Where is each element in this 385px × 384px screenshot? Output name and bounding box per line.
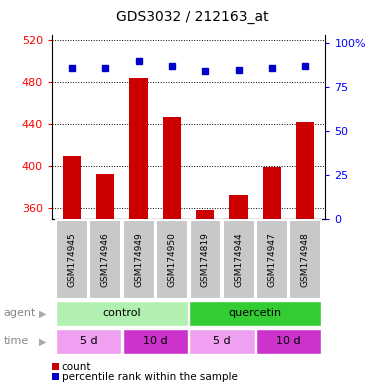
Text: 10 d: 10 d — [143, 336, 167, 346]
Text: 10 d: 10 d — [276, 336, 301, 346]
Text: 5 d: 5 d — [80, 336, 97, 346]
Bar — [229, 195, 248, 219]
Bar — [89, 220, 121, 299]
Text: GSM174819: GSM174819 — [201, 232, 210, 286]
Text: count: count — [62, 362, 91, 372]
Text: ▶: ▶ — [38, 308, 46, 318]
Bar — [256, 329, 321, 354]
Bar — [123, 220, 155, 299]
Bar — [289, 220, 321, 299]
Bar — [223, 220, 254, 299]
Bar — [196, 210, 214, 219]
Bar — [63, 156, 81, 219]
Bar — [263, 167, 281, 219]
Text: 5 d: 5 d — [213, 336, 231, 346]
Text: GSM174949: GSM174949 — [134, 232, 143, 286]
Bar — [56, 329, 121, 354]
Bar — [189, 301, 321, 326]
Text: GSM174944: GSM174944 — [234, 232, 243, 286]
Text: ▶: ▶ — [38, 336, 46, 346]
Text: percentile rank within the sample: percentile rank within the sample — [62, 372, 238, 382]
Bar — [296, 122, 315, 219]
Bar — [96, 174, 114, 219]
Bar — [56, 301, 188, 326]
Bar — [163, 117, 181, 219]
Text: GSM174947: GSM174947 — [268, 232, 276, 286]
Text: control: control — [103, 308, 141, 318]
Text: time: time — [4, 336, 29, 346]
Text: GSM174945: GSM174945 — [67, 232, 77, 286]
Text: GSM174950: GSM174950 — [167, 232, 176, 286]
Bar — [256, 220, 288, 299]
Text: agent: agent — [4, 308, 36, 318]
Text: GSM174948: GSM174948 — [301, 232, 310, 286]
Bar — [156, 220, 188, 299]
Bar — [129, 78, 148, 219]
Text: GSM174946: GSM174946 — [101, 232, 110, 286]
Text: quercetin: quercetin — [229, 308, 282, 318]
Bar — [56, 220, 88, 299]
Bar — [189, 329, 254, 354]
Bar — [189, 220, 221, 299]
Text: GDS3032 / 212163_at: GDS3032 / 212163_at — [116, 10, 269, 24]
Bar — [123, 329, 188, 354]
